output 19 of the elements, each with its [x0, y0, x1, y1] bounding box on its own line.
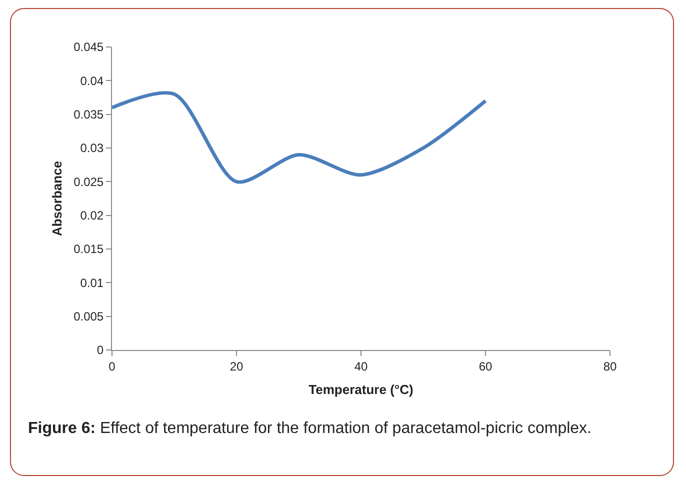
y-tick-label: 0.025	[74, 174, 104, 189]
y-tick-label: 0	[96, 343, 104, 358]
caption: Figure 6: Effect of temperature for the formation of paracetamol-picric complex.	[28, 420, 592, 437]
x-tick-label: 60	[478, 359, 492, 374]
y-tick-label: 0.045	[74, 40, 104, 54]
x-axis-title: Temperature (°C)	[308, 382, 414, 397]
line-series	[112, 91, 488, 184]
y-tick-label: 0.04	[80, 74, 104, 88]
y-tick-label: 0.02	[80, 208, 104, 223]
y-axis-title: Absorbance	[50, 160, 65, 236]
x-tick-label: 20	[230, 359, 244, 374]
y-tick-label: 0.01	[80, 276, 104, 290]
y-tick-label: 0.035	[74, 108, 104, 122]
x-tick-label: 80	[603, 359, 617, 374]
y-tick-label: 0.005	[74, 310, 104, 324]
x-tick-label: 0	[108, 359, 116, 374]
y-tick-label: 0.015	[74, 242, 104, 256]
x-tick-label: 40	[354, 359, 368, 374]
y-tick-label: 0.03	[80, 141, 104, 156]
